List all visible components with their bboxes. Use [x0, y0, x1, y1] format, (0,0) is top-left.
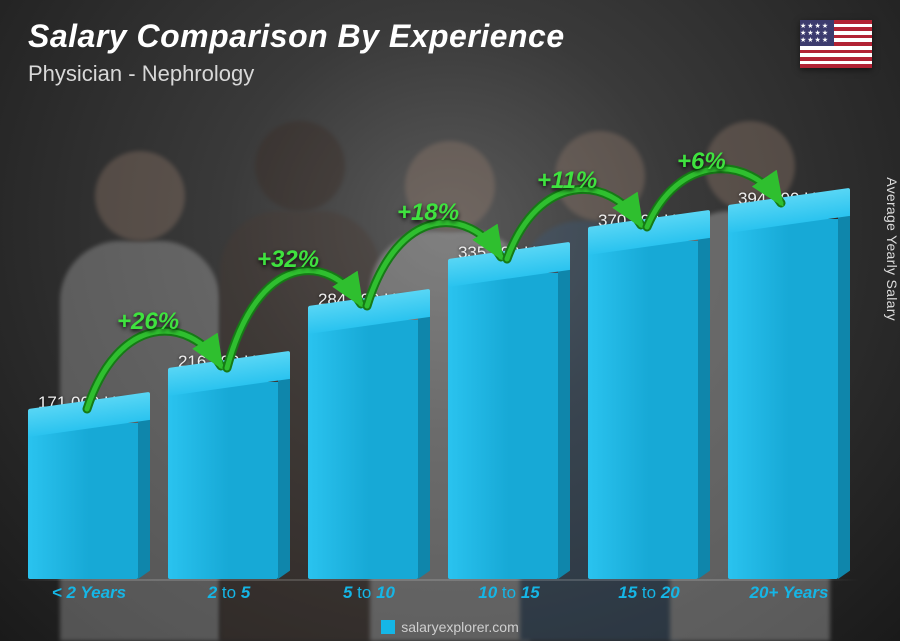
chart-title: Salary Comparison By Experience: [28, 18, 565, 55]
pct-arc: [367, 223, 501, 306]
footer-attribution: salaryexplorer.com: [0, 619, 900, 635]
category-label: 15 to 20: [588, 583, 710, 609]
pct-change-label: +26%: [117, 308, 179, 336]
site-logo-icon: [381, 620, 395, 634]
category-label: 5 to 10: [308, 583, 430, 609]
chart-baseline: [16, 579, 860, 581]
category-label: 10 to 15: [448, 583, 570, 609]
x-axis-categories: < 2 Years 2 to 5 5 to 10 10 to 15 15 to 20 20…: [28, 583, 850, 609]
category-label: 20+ Years: [728, 583, 850, 609]
category-label: 2 to 5: [168, 583, 290, 609]
footer-site-label: salaryexplorer.com: [401, 619, 519, 635]
pct-change-label: +18%: [397, 199, 459, 227]
pct-change-label: +32%: [257, 246, 319, 274]
category-label: < 2 Years: [28, 583, 150, 609]
title-block: Salary Comparison By Experience Physicia…: [28, 18, 565, 87]
y-axis-label: Average Yearly Salary: [884, 177, 900, 321]
pct-change-label: +11%: [537, 167, 597, 195]
country-flag-icon: ★★★★ ★★★★ ★★★★: [800, 20, 872, 68]
pct-arc: [87, 331, 221, 409]
pct-arc: [507, 189, 641, 259]
pct-change-label: +6%: [677, 148, 726, 176]
bar-chart: 171,000 USD216,000 USD284,000 USD335,000…: [28, 120, 850, 579]
